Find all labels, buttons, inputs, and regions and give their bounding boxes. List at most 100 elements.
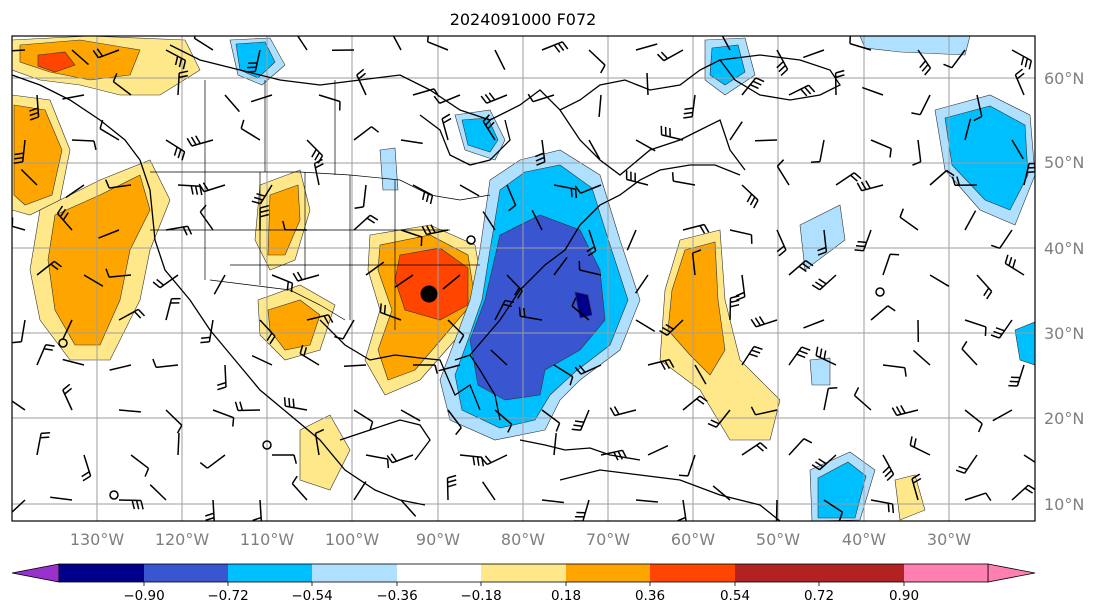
wind-barb — [438, 364, 461, 372]
wind-barb — [943, 49, 966, 69]
latitude-label: 30°N — [1044, 324, 1084, 343]
wind-barb — [240, 119, 261, 141]
wind-barb — [83, 274, 104, 287]
wind-barb — [647, 445, 669, 456]
warm-anomaly-central-us-peak — [394, 247, 469, 321]
wind-barb — [776, 49, 789, 77]
wind-barb — [854, 229, 872, 252]
wind-barb — [870, 499, 895, 514]
colorbar-segment — [819, 564, 904, 582]
wind-barb — [803, 49, 825, 59]
coastlines — [12, 44, 841, 521]
wind-barb — [353, 409, 374, 431]
wind-barb — [118, 499, 144, 510]
colorbar-tick-label: −0.54 — [291, 588, 332, 604]
wind-barb — [775, 499, 778, 521]
wind-barb — [811, 454, 837, 471]
wind-barb — [882, 253, 900, 276]
wind-barb — [213, 274, 226, 295]
wind-barb — [36, 260, 62, 276]
wind-barb — [1011, 49, 1033, 70]
wind-barb — [750, 406, 778, 416]
wind-barb — [12, 499, 26, 514]
wind-barb — [571, 409, 590, 432]
wind-barb — [870, 139, 892, 158]
wind-barb — [447, 409, 462, 436]
wind-barb — [177, 432, 180, 456]
wind-barb — [12, 217, 26, 231]
wind-barb — [1023, 454, 1035, 464]
calm-marker — [109, 490, 119, 500]
cool-anomaly-north-atlantic-core — [944, 105, 1029, 211]
wind-barb — [165, 297, 181, 321]
colorbar-tick-label: 0.36 — [635, 588, 665, 604]
coastline-north-america-west — [139, 159, 426, 506]
wind-barb — [282, 220, 308, 231]
calm-marker — [58, 338, 68, 348]
wind-barb — [447, 319, 465, 344]
wind-barb — [252, 499, 263, 521]
colorbar-tick-label: 0.18 — [551, 588, 581, 604]
wind-barb — [296, 36, 308, 51]
wind-barb — [234, 401, 261, 412]
wind-barb — [683, 94, 696, 119]
wind-barb — [578, 260, 602, 276]
wind-barb — [98, 229, 120, 239]
coastline-alaska — [12, 74, 141, 161]
wind-barb — [788, 438, 813, 456]
wind-barb — [741, 77, 765, 96]
coastline-mexico-yucatan — [339, 419, 431, 461]
longitude-label: 30°W — [927, 530, 971, 549]
border-canada-provinces — [204, 80, 336, 175]
coastline-hudson-bay — [419, 114, 511, 166]
wind-barb — [272, 454, 298, 464]
colorbar-tick-label: −0.90 — [123, 588, 164, 604]
coastline-florida — [454, 354, 501, 421]
wind-barb — [105, 268, 132, 278]
wind-barb — [834, 69, 845, 96]
wind-barb — [660, 125, 684, 141]
wind-barb — [71, 139, 97, 150]
cool-anomaly-small-2 — [809, 357, 831, 386]
colorbar-tick-labels: −0.90 −0.72 −0.54 −0.36 −0.18 0.18 0.36 … — [123, 588, 919, 604]
wind-barb — [626, 229, 637, 251]
wind-barb — [165, 225, 193, 236]
wind-barb — [671, 172, 696, 186]
wind-barb — [306, 314, 334, 325]
wind-barb — [118, 409, 141, 413]
wind-barb — [721, 36, 731, 51]
wind-barb — [12, 319, 26, 344]
wind-barb — [754, 139, 778, 142]
wind-barb — [882, 364, 907, 377]
wind-barb — [729, 295, 740, 321]
wind-barb — [421, 224, 449, 236]
warm-anomaly-east-atlantic — [894, 474, 926, 521]
latitude-axis-labels: 60°N 50°N 40°N 30°N 20°N 10°N — [1044, 69, 1084, 514]
wind-barb — [635, 139, 656, 152]
wind-barb — [251, 355, 273, 366]
wind-barb — [193, 36, 214, 51]
wind-barb — [400, 409, 421, 422]
longitude-label: 120°W — [155, 530, 210, 549]
colorbar-outline — [58, 563, 989, 583]
wind-barb — [823, 387, 838, 411]
longitude-label: 100°W — [325, 530, 380, 549]
wind-barbs — [12, 36, 1035, 521]
map-plot-area — [12, 36, 1035, 521]
wind-barb — [36, 344, 55, 366]
colorbar-segment — [397, 564, 481, 582]
wind-barb — [177, 184, 203, 196]
wind-barb — [682, 395, 708, 411]
wind-barb — [527, 93, 555, 103]
wind-barb — [964, 492, 992, 502]
wind-barb — [354, 184, 367, 209]
wind-barb — [929, 169, 955, 186]
wind-barb — [412, 184, 434, 205]
wind-barb — [283, 397, 308, 411]
map-title: 2024091000 F072 — [450, 10, 597, 29]
calm-marker — [466, 235, 476, 245]
wind-barb — [634, 274, 649, 294]
wind-barb — [817, 229, 828, 256]
wind-barb — [750, 316, 778, 328]
